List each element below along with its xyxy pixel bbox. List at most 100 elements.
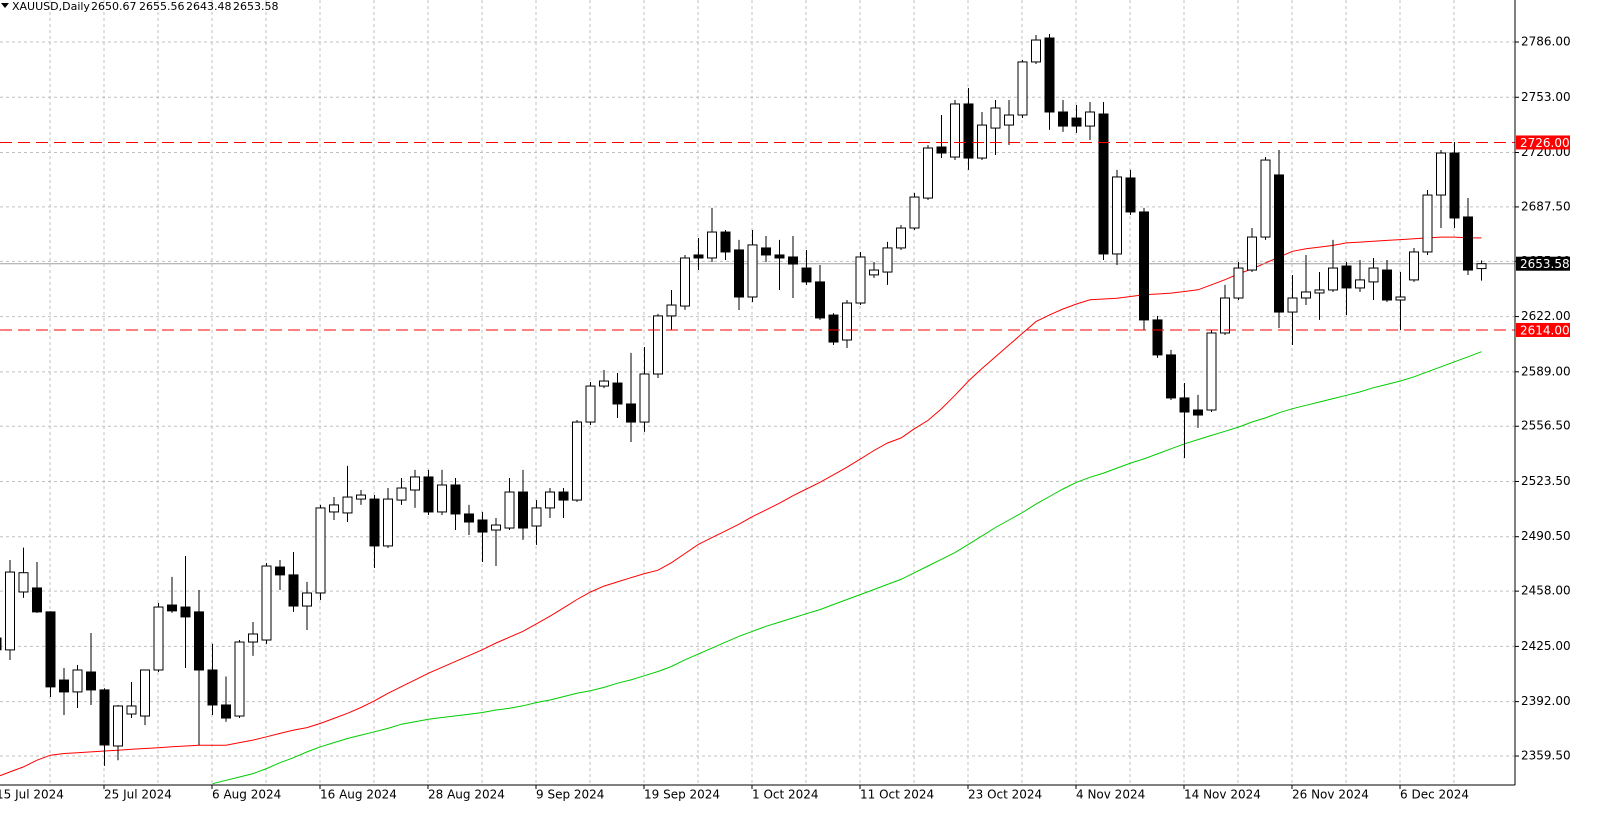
candle-body [126, 705, 137, 715]
candle-body [1125, 177, 1136, 213]
candle-body [248, 633, 258, 643]
candle-body [747, 244, 758, 298]
candle-body [1004, 114, 1014, 126]
candle-body [437, 484, 447, 513]
candle-body [45, 611, 56, 688]
candle-body [32, 587, 42, 613]
candle-body [153, 606, 164, 671]
y-tick-label: 2556.50 [1521, 419, 1571, 433]
candle-body [329, 504, 339, 513]
header-close: 2653.58 [233, 0, 279, 13]
candle-body [1395, 296, 1406, 301]
candle-body [828, 314, 839, 343]
menu-triangle[interactable] [1, 3, 9, 8]
candle-body [774, 254, 785, 259]
candle-body [1260, 159, 1271, 238]
candle-body [140, 669, 150, 717]
candle-body [1179, 397, 1190, 413]
candle-body [1017, 61, 1028, 116]
candle-body [423, 476, 434, 513]
candle-body [288, 574, 299, 607]
y-tick-label: 2458.00 [1521, 584, 1571, 598]
candle-body [572, 421, 582, 501]
candle-body [1463, 216, 1473, 271]
candle-body [599, 380, 609, 387]
y-tick-label: 2753.00 [1521, 90, 1571, 104]
candle-body [923, 147, 933, 199]
header-open: 2650.67 [91, 0, 137, 13]
candle-body [5, 571, 15, 651]
candle-body [842, 302, 852, 341]
candle-body [1139, 211, 1149, 321]
y-tick-label: 2359.50 [1521, 749, 1571, 763]
y-tick-label: 2687.50 [1521, 199, 1571, 213]
candle-body [1301, 291, 1311, 299]
level-label: 2726.00 [1520, 136, 1570, 150]
candle-body [18, 572, 29, 593]
candle-body [1368, 267, 1379, 283]
candle-body [1031, 39, 1041, 63]
candle-body [1314, 289, 1325, 294]
candle-body [1382, 269, 1392, 301]
x-tick-label: 4 Nov 2024 [1076, 788, 1145, 802]
current-price-label: 2653.58 [1520, 257, 1570, 271]
candle-body [1476, 263, 1487, 270]
plot-area [0, 33, 1515, 785]
candle-body [167, 604, 177, 612]
candle-body [585, 385, 596, 423]
candle-body [477, 519, 488, 533]
candle-body [963, 103, 974, 159]
axes: 2786.002753.002720.002687.502655.002622.… [0, 35, 1571, 802]
candle-body [315, 507, 326, 594]
candle-body [1341, 265, 1352, 289]
candle-body [113, 705, 123, 747]
candle-body [761, 247, 771, 256]
candle-body [977, 124, 987, 159]
y-tick-label: 2392.00 [1521, 694, 1571, 708]
candle-body [504, 491, 515, 529]
y-tick-label: 2589.00 [1521, 364, 1571, 378]
candle-body [450, 484, 461, 515]
candle-body [1044, 37, 1055, 113]
y-tick-label: 2425.00 [1521, 639, 1571, 653]
candle-body [612, 382, 623, 405]
candle-body [1328, 267, 1338, 291]
candle-body [1355, 279, 1365, 289]
candle-body [1098, 113, 1109, 255]
x-tick-label: 26 Nov 2024 [1292, 788, 1369, 802]
candle-body [275, 566, 285, 576]
candle-body [801, 267, 812, 283]
y-tick-label: 2523.50 [1521, 474, 1571, 488]
candle-body [261, 565, 272, 641]
candle-body [1166, 354, 1176, 399]
y-tick-label: 2490.50 [1521, 529, 1571, 543]
current-price-box [1516, 256, 1570, 271]
candle-body [1409, 251, 1419, 281]
candle-body [1193, 409, 1203, 416]
candle-body [1233, 267, 1244, 299]
header-high: 2655.56 [139, 0, 185, 13]
x-tick-label: 6 Dec 2024 [1400, 788, 1469, 802]
candle-body [1206, 332, 1217, 411]
candle-body [99, 689, 110, 746]
candle-body [383, 498, 393, 547]
candle-body [491, 524, 501, 531]
candle-body [1449, 152, 1460, 219]
candle-body [531, 507, 542, 527]
candle-body [990, 107, 1001, 129]
candle-body [1436, 152, 1446, 196]
x-tick-label: 9 Sep 2024 [536, 788, 604, 802]
x-tick-label: 19 Sep 2024 [644, 788, 720, 802]
candle-body [815, 281, 825, 319]
candle-body [896, 227, 906, 249]
x-tick-label: 16 Aug 2024 [320, 788, 397, 802]
candle-body [72, 669, 83, 693]
level-label-box [1516, 322, 1570, 337]
x-tick-label: 11 Oct 2024 [860, 788, 934, 802]
candle-body [1085, 111, 1095, 127]
candle-body [558, 491, 569, 501]
candle-body [1058, 111, 1068, 127]
candle-body [410, 476, 420, 491]
